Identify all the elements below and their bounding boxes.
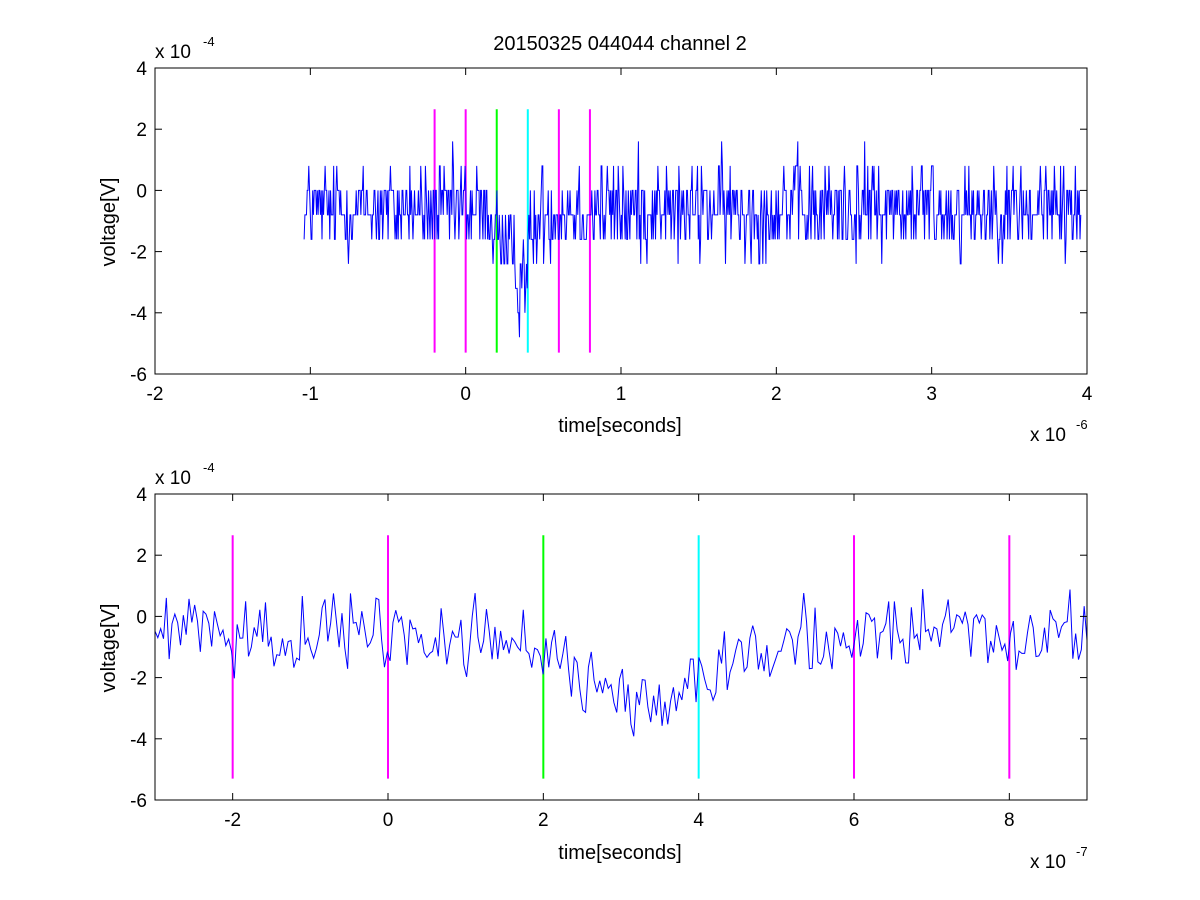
y-tick-label: 2 [136,120,147,141]
bottom-y-exponent-power: -4 [203,460,215,475]
top-x-exponent-base: x 10 [1030,425,1066,446]
bottom-y-ticks: -6 -4 -2 0 2 4 [130,485,1087,812]
bottom-markers [231,535,1011,779]
x-tick-label: -1 [302,384,319,405]
y-tick-label: -2 [130,243,147,264]
bottom-plot-area [154,493,1088,801]
top-y-exponent: x 10 -4 [155,34,215,63]
bottom-x-axis-label: time[seconds] [558,842,681,864]
bottom-y-exponent-base: x 10 [155,468,191,489]
y-tick-label: -6 [130,791,147,812]
y-tick-label: -4 [130,304,147,325]
figure-title: 20150325 044044 channel 2 [493,33,747,55]
x-tick-label: 8 [1004,810,1015,831]
top-x-exponent: x 10 -6 [1030,417,1088,446]
bottom-x-exponent-base: x 10 [1030,852,1066,873]
x-tick-label: 2 [538,810,549,831]
top-signal-line [303,141,1082,338]
y-tick-label: 0 [136,607,147,628]
top-y-axis-label: voltage[V] [98,178,120,267]
bottom-panel: -2 0 2 4 6 8 -6 -4 -2 0 2 4 time[seconds] voltage[… [98,460,1088,873]
bottom-x-exponent-power: -7 [1076,844,1088,859]
top-markers [433,109,591,353]
bottom-y-exponent: x 10 -4 [155,460,215,489]
x-tick-label: 6 [849,810,860,831]
x-tick-label: -2 [224,810,241,831]
top-panel: -2 -1 0 1 2 3 4 -6 -4 -2 0 2 4 time[seconds] voltag… [98,34,1093,446]
bottom-axes-frame [154,493,1088,801]
top-x-axis-label: time[seconds] [558,415,681,437]
top-x-exponent-power: -6 [1076,417,1088,432]
y-tick-label: -4 [130,730,147,751]
x-tick-label: 4 [1082,384,1093,405]
top-y-exponent-base: x 10 [155,42,191,63]
x-tick-label: 0 [460,384,471,405]
top-y-exponent-power: -4 [203,34,215,49]
x-tick-label: 4 [693,810,704,831]
x-tick-label: 1 [616,384,627,405]
x-tick-label: 0 [383,810,394,831]
y-tick-label: 4 [136,59,147,80]
y-tick-label: 4 [136,485,147,506]
top-x-ticks: -2 -1 0 1 2 3 4 [147,68,1093,405]
top-plot-area [154,67,1088,375]
bottom-signal-line [154,589,1088,737]
y-tick-label: -2 [130,669,147,690]
x-tick-label: -2 [147,384,164,405]
x-tick-label: 3 [926,384,937,405]
bottom-y-axis-label: voltage[V] [98,604,120,693]
bottom-x-exponent: x 10 -7 [1030,844,1088,873]
top-y-ticks: -6 -4 -2 0 2 4 [130,59,1087,386]
y-tick-label: 2 [136,546,147,567]
y-tick-label: 0 [136,181,147,202]
bottom-x-ticks: -2 0 2 4 6 8 [224,494,1015,831]
x-tick-label: 2 [771,384,782,405]
y-tick-label: -6 [130,365,147,386]
